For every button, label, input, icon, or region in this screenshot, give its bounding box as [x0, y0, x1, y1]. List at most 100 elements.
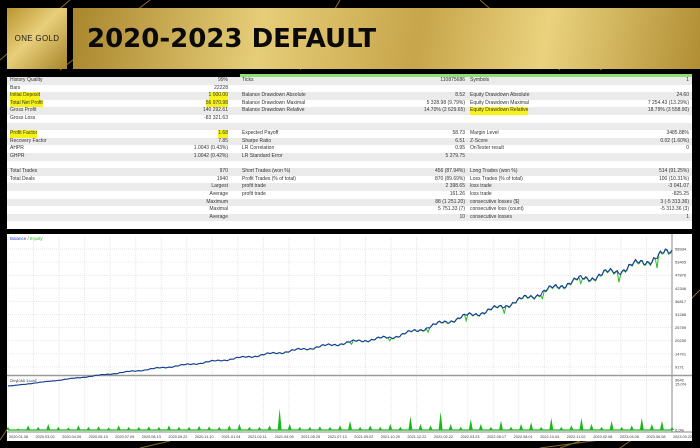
stat-label: Initial Deposit [10, 92, 41, 100]
stat-value: 22228 [214, 84, 228, 91]
stat-label: Symbols [470, 77, 490, 83]
stat-value: 3485.88% [666, 130, 689, 137]
stat-label: profit trade [242, 190, 266, 197]
stat-value: 6.51 [455, 137, 465, 144]
x-tick-label: 2020.03.02 [36, 435, 55, 439]
x-tick-label: 2023.04.06 [620, 435, 639, 439]
stat-value: 1.0042 (0.42%) [193, 152, 228, 159]
stat-value: 870 (89.69%) [434, 175, 465, 182]
x-tick-label: 2023.09.22 [673, 435, 692, 439]
stat-label: Equity Drawdown Absolute [470, 92, 530, 99]
balance-line [8, 248, 673, 387]
stat-label: Balance Drawdown Relative [242, 107, 305, 114]
stat-value: 10 [459, 213, 465, 220]
y-tick-label: 58934 [675, 247, 687, 252]
stat-value: 8.52 [455, 92, 465, 99]
stat-label: Margin Level [470, 130, 499, 137]
stat-value: 1 [686, 77, 689, 83]
stat-value: 456 (87.94%) [434, 168, 465, 175]
stats-row: Total Trades 970 Short Trades (won %) 456 (… [7, 168, 692, 176]
x-tick-label: 2021.01.04 [221, 435, 240, 439]
y-tick-label: 3642 [675, 378, 685, 383]
stat-value: Average [209, 190, 228, 197]
x-tick-label: 2020.11.10 [195, 435, 214, 439]
stat-label: Ticks [242, 77, 254, 83]
x-tick-label: 2021.05.25 [301, 435, 320, 439]
stat-value: Largest [211, 183, 228, 190]
stat-value: Maximal [209, 206, 228, 213]
stat-label: Loss Trades (% of total) [470, 175, 523, 182]
title-banner: 2020-2023 DEFAULT [73, 8, 700, 69]
stat-label: Total Net Profit [10, 99, 43, 108]
x-tick-label: 2020.01.08 [9, 435, 28, 439]
stat-label: consecutive losses [470, 213, 512, 220]
x-tick-label: 2021.10.29 [381, 435, 400, 439]
stat-label: Expected Payoff [242, 130, 279, 137]
stat-value: -5 313.36 (3) [660, 206, 689, 213]
stat-label: consecutive losses ($) [470, 198, 520, 205]
stat-value: 1 [686, 213, 689, 220]
stat-value: 5 751.33 (7) [438, 206, 465, 213]
stats-row: Average profit trade 161.26 loss trade -825.… [7, 191, 692, 199]
x-tick-label: 2021.12.22 [407, 435, 426, 439]
y-tick-label: 20230 [675, 338, 687, 343]
stat-value: -83 321.63 [204, 114, 228, 121]
y-tick-label: 14701 [675, 351, 687, 356]
deposit-load-label: Deposit Load [10, 378, 37, 383]
stat-label: loss trade [470, 183, 492, 190]
stat-value: 24.60 [676, 92, 689, 99]
stat-label: Equity Drawdown Maximal [470, 99, 529, 106]
x-tick-label: 2022.11.02 [567, 435, 586, 439]
x-tick-label: 2020.08.13 [142, 435, 161, 439]
stat-label: Sharpe Ratio [242, 137, 272, 144]
stat-label: Balance Drawdown Maximal [242, 99, 306, 106]
stat-label: History Quality [10, 77, 43, 83]
stat-label: Profit Trades (% of total) [242, 175, 296, 182]
stat-value: 0.95 [455, 145, 465, 152]
stat-value: 58.73 [452, 130, 465, 137]
stats-row: Recovery Factor 7.85 Sharpe Ratio 6.51 Z-Sco… [7, 137, 692, 146]
stat-label: Long Trades (won %) [470, 168, 518, 175]
logo-text: ONE GOLD [14, 34, 60, 43]
stat-value: 3 (-5 313.36) [660, 198, 689, 205]
deposit-load-tick: 15.0% [675, 382, 687, 387]
stats-row: Total Deals 1940 Profit Trades (% of total… [7, 176, 692, 184]
progress-bar [240, 74, 692, 78]
stats-row [7, 122, 692, 131]
stat-value: 14.70% (2 629.65) [423, 107, 465, 114]
stat-label: Total Trades [10, 168, 38, 175]
y-tick-label: 53405 [675, 260, 687, 265]
stat-value: 7 254.43 (13.29%) [647, 99, 689, 106]
stat-value: 5 328.98 (9.79%) [426, 99, 465, 106]
stat-label: LR Standard Error [242, 152, 283, 159]
stats-row: Maximal 5 751.33 (7) consecutive loss (cou… [7, 206, 692, 214]
stat-value: Maximum [206, 198, 228, 205]
stat-value: 1 000.00 [208, 92, 228, 100]
stat-value: 7.85 [218, 137, 228, 144]
x-tick-label: 2020.07.09 [115, 435, 134, 439]
deposit-load-tick: 0.0% [675, 428, 685, 433]
y-tick-label: 25759 [675, 325, 687, 330]
stat-value: 100 (10.31%) [658, 175, 689, 182]
legend-balance: Balance [10, 236, 27, 241]
x-tick-label: 2022.10.04 [540, 435, 559, 439]
stat-value: 110875686 [440, 77, 465, 83]
stat-label: Recovery Factor [10, 137, 47, 144]
stats-row: AHPR 1.0043 (0.43%) LR Correlation 0.95 OnTe… [7, 145, 692, 153]
stats-row: Largest profit trade 2 398.65 loss trade -3 … [7, 183, 692, 191]
x-tick-label: 2020.09.22 [168, 435, 187, 439]
stat-label: Equity Drawdown Relative [470, 107, 529, 115]
stat-value: 5 279.75 [445, 152, 465, 159]
stats-row: Total Net Profit 56 970.98 Balance Drawdow… [7, 99, 692, 108]
stat-value: 1.0043 (0.43%) [193, 145, 228, 152]
x-tick-label: 2021.04.05 [275, 435, 294, 439]
x-tick-label: 2020.04.09 [62, 435, 81, 439]
stat-label: loss trade [470, 190, 492, 197]
x-tick-label: 2021.09.02 [354, 435, 373, 439]
legend-equity: Equity [30, 236, 43, 241]
stat-value: 514 (91.25%) [658, 168, 689, 175]
y-tick-label: 42346 [675, 286, 687, 291]
stat-value: 0.02 (1.60%) [660, 137, 689, 144]
stat-value: 970 [219, 168, 228, 175]
stats-table: History Quality 99% Ticks 110875686 Symbols 1… [7, 77, 692, 229]
